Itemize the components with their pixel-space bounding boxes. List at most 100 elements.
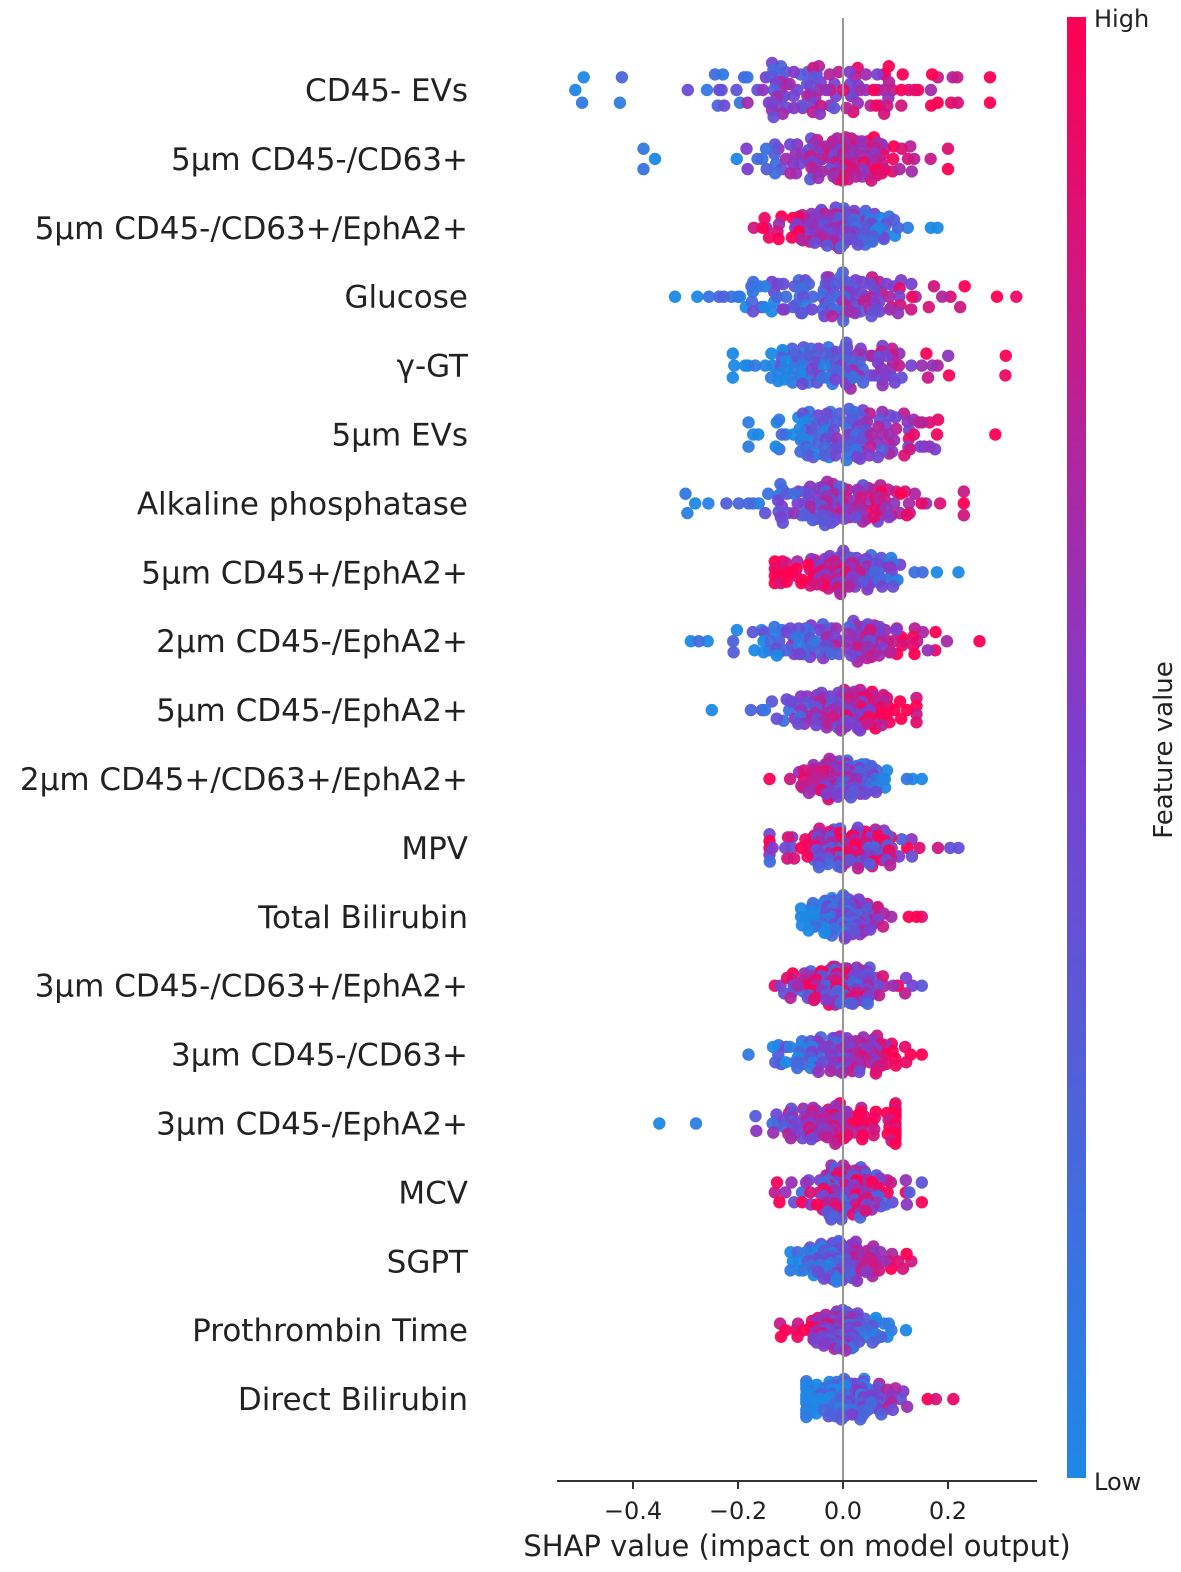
- data-point: [788, 852, 801, 865]
- data-point: [742, 416, 755, 429]
- data-point: [756, 221, 769, 234]
- data-point: [615, 71, 629, 84]
- data-point: [851, 238, 865, 251]
- data-point: [799, 1176, 813, 1189]
- data-point: [851, 862, 865, 875]
- data-point: [910, 716, 923, 729]
- data-point: [791, 497, 804, 510]
- feature-labels: CD45- EVs 5μm CD45-/CD63+ 5μm CD45-/CD63+/…: [20, 73, 469, 1418]
- data-point: [784, 1264, 797, 1277]
- data-point: [831, 790, 845, 803]
- data-point: [765, 695, 779, 708]
- data-point: [787, 89, 800, 103]
- data-point: [923, 440, 936, 453]
- data-point: [887, 635, 900, 648]
- data-point: [728, 359, 741, 372]
- data-point: [872, 1264, 886, 1277]
- data-point: [875, 1330, 888, 1344]
- feature-label: SGPT: [387, 1244, 469, 1280]
- data-point: [886, 580, 900, 593]
- data-point: [767, 1126, 780, 1139]
- data-point: [766, 841, 779, 855]
- data-point: [862, 1040, 875, 1054]
- data-point: [718, 99, 731, 112]
- data-point: [900, 1247, 913, 1261]
- data-point: [859, 1265, 873, 1279]
- data-point: [838, 932, 852, 945]
- data-point: [941, 162, 955, 176]
- data-point: [681, 506, 694, 520]
- data-point: [813, 107, 827, 121]
- data-point: [846, 1408, 859, 1421]
- data-point: [908, 487, 921, 500]
- data-point: [915, 497, 928, 510]
- data-point: [906, 290, 919, 303]
- data-point: [766, 1117, 779, 1130]
- data-point: [983, 71, 997, 84]
- data-point: [869, 1067, 882, 1080]
- data-point: [848, 925, 861, 939]
- data-point: [701, 635, 714, 648]
- colorbar-title: Feature value: [1149, 661, 1179, 839]
- data-point: [668, 290, 682, 303]
- data-point: [730, 83, 743, 97]
- data-point: [942, 349, 955, 362]
- data-point: [819, 993, 833, 1007]
- data-point: [835, 1213, 848, 1226]
- data-point: [770, 649, 783, 662]
- data-point: [863, 857, 876, 871]
- data-point: [887, 979, 900, 992]
- data-point: [770, 1176, 784, 1189]
- data-point: [877, 1255, 891, 1268]
- data-point: [767, 110, 780, 124]
- data-point: [896, 68, 909, 81]
- data-point: [819, 1040, 832, 1054]
- data-point: [891, 221, 905, 234]
- data-point: [797, 764, 811, 777]
- data-point: [772, 374, 785, 388]
- data-point: [905, 359, 918, 372]
- data-point: [784, 991, 797, 1005]
- data-point: [787, 101, 801, 115]
- data-point: [839, 1344, 852, 1357]
- feature-label: CD45- EVs: [305, 73, 468, 109]
- data-point: [830, 364, 843, 377]
- data-point: [740, 142, 753, 155]
- data-point: [802, 786, 816, 800]
- data-point: [801, 850, 814, 863]
- data-point: [915, 1196, 928, 1209]
- data-point: [776, 303, 789, 316]
- data-point: [784, 167, 797, 180]
- data-point: [888, 703, 901, 717]
- feature-label: Alkaline phosphatase: [137, 486, 468, 522]
- data-point: [783, 1040, 797, 1054]
- data-point: [793, 647, 806, 661]
- data-point: [889, 411, 902, 424]
- data-point: [749, 359, 762, 372]
- data-point: [692, 635, 705, 648]
- data-point: [889, 623, 903, 637]
- data-point: [784, 1132, 798, 1145]
- data-point: [927, 280, 941, 293]
- data-point: [837, 512, 851, 525]
- data-point: [750, 1124, 763, 1138]
- feature-label: 3μm CD45-/CD63+: [171, 1038, 468, 1074]
- data-point: [727, 646, 740, 659]
- data-point: [905, 277, 918, 291]
- data-point: [810, 1198, 824, 1211]
- data-point: [796, 573, 809, 587]
- data-point: [929, 625, 942, 639]
- data-point: [901, 1400, 914, 1414]
- data-point: [825, 516, 838, 529]
- data-point: [780, 575, 793, 588]
- data-point: [637, 162, 650, 176]
- data-point: [812, 171, 825, 185]
- data-point: [872, 989, 886, 1002]
- data-point: [902, 910, 915, 923]
- data-point: [700, 83, 714, 97]
- data-point: [850, 170, 863, 183]
- feature-label: MPV: [401, 831, 468, 867]
- data-point: [791, 1246, 804, 1259]
- feature-label: 5μm CD45+/EphA2+: [141, 555, 468, 591]
- data-point: [900, 772, 914, 786]
